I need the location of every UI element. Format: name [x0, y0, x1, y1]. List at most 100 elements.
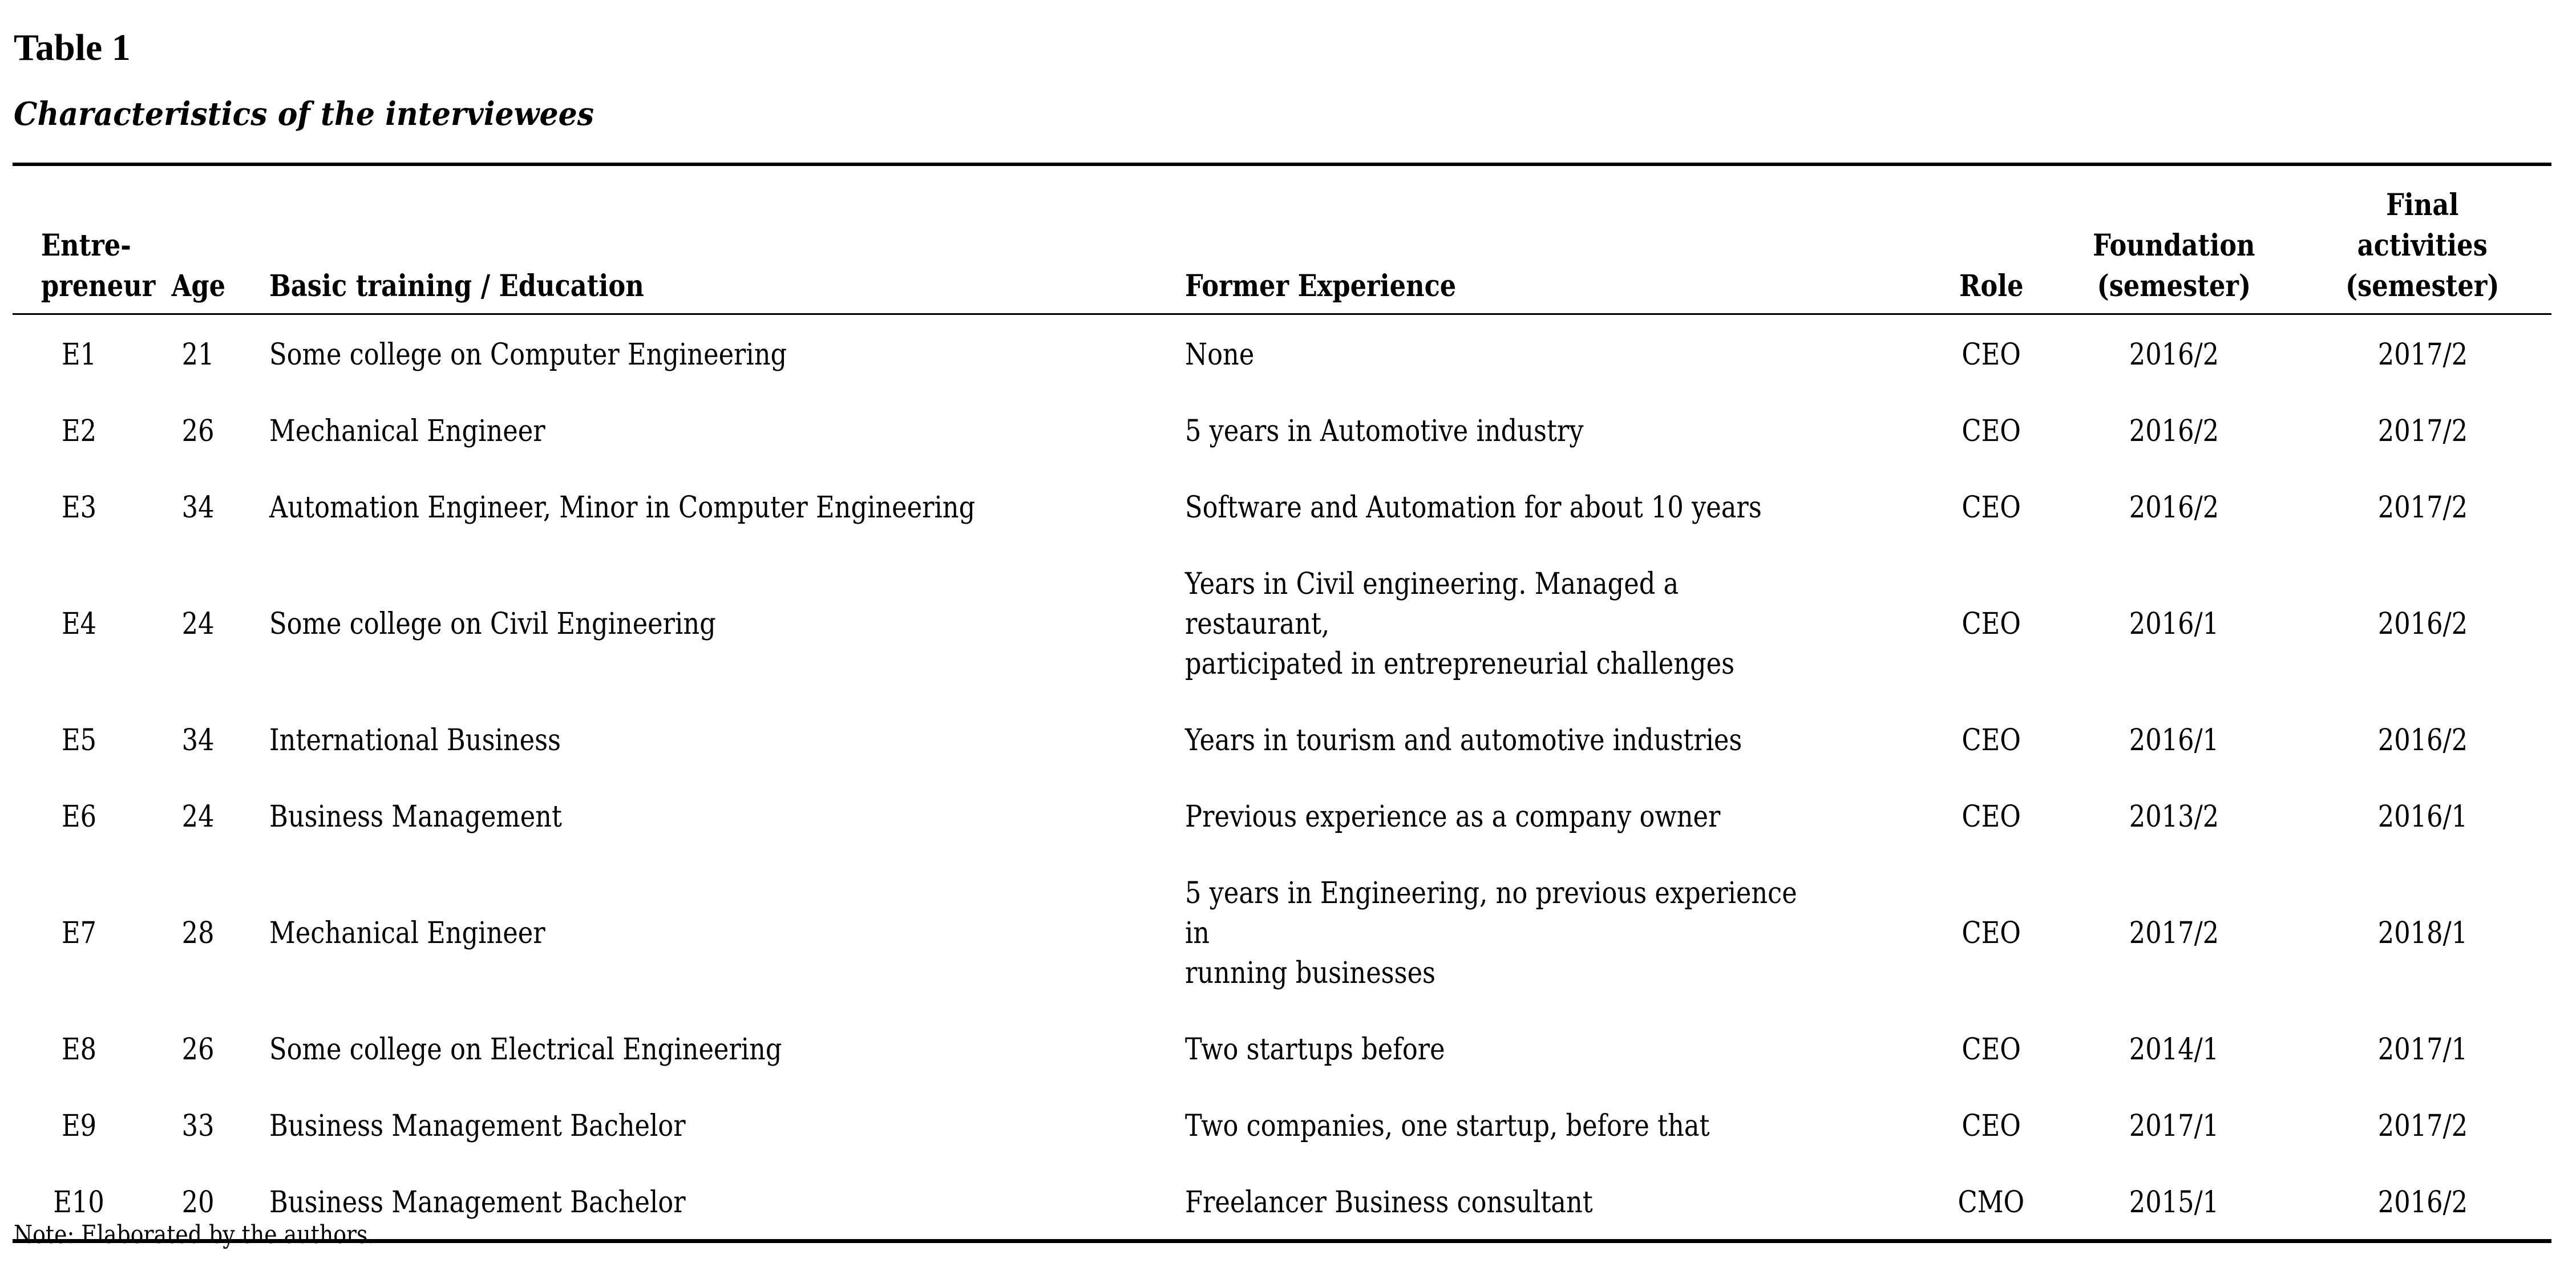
cell-role-text: CEO [1962, 490, 2021, 525]
cell-role-text: CEO [1962, 723, 2021, 758]
header-role: Role [1928, 164, 2054, 315]
cell-foundation: 2013/2 [2054, 777, 2294, 853]
cell-role: CEO [1928, 1010, 2054, 1086]
cell-age: 24 [145, 777, 251, 853]
cell-education: Business Management Bachelor [251, 1086, 1167, 1163]
interviewees-table-container: Entre- preneur Age Basic training / Educ… [13, 163, 2551, 1243]
cell-age: 26 [145, 391, 251, 468]
cell-final-activities: 2017/2 [2294, 314, 2551, 391]
cell-final-activities-text: 2017/2 [2377, 490, 2468, 525]
cell-final-activities-text: 2017/2 [2377, 337, 2468, 372]
cell-role-text: CEO [1962, 916, 2021, 950]
cell-former-experience: Freelancer Business consultant [1167, 1163, 1928, 1241]
cell-role: CEO [1928, 853, 2054, 1010]
cell-age: 26 [145, 1010, 251, 1086]
cell-entrepreneur: E6 [13, 777, 145, 853]
header-education-label: Basic training / Education [269, 268, 644, 303]
cell-role: CEO [1928, 391, 2054, 468]
cell-former-experience: Two companies, one startup, before that [1167, 1086, 1928, 1163]
cell-final-activities: 2016/2 [2294, 1163, 2551, 1241]
cell-role-text: CEO [1962, 606, 2021, 641]
cell-role: CEO [1928, 1086, 2054, 1163]
cell-education: Business Management Bachelor [251, 1163, 1167, 1241]
cell-age-text: 20 [182, 1185, 215, 1220]
cell-former-experience-text: Two companies, one startup, before that [1185, 1108, 1710, 1143]
cell-education: International Business [251, 701, 1167, 777]
table-row: E2 26 Mechanical Engineer 5 years in Automo… [13, 391, 2551, 468]
cell-entrepreneur-text: E8 [61, 1032, 97, 1067]
table-row: E6 24 Business Management Previous experien… [13, 777, 2551, 853]
cell-role-text: CEO [1962, 799, 2021, 834]
cell-entrepreneur: E7 [13, 853, 145, 1010]
cell-final-activities: 2017/2 [2294, 1086, 2551, 1163]
cell-former-experience-text: Previous experience as a company owner [1185, 799, 1721, 834]
cell-education-text: Automation Engineer, Minor in Computer E… [269, 490, 976, 525]
cell-former-experience: Two startups before [1167, 1010, 1928, 1086]
table-row: E9 33 Business Management Bachelor Two comp… [13, 1086, 2551, 1163]
table-row: E3 34 Automation Engineer, Minor in Comput… [13, 468, 2551, 544]
cell-education: Mechanical Engineer [251, 853, 1167, 1010]
cell-education: Some college on Electrical Engineering [251, 1010, 1167, 1086]
cell-foundation: 2016/2 [2054, 314, 2294, 391]
cell-education-text: Some college on Civil Engineering [269, 606, 716, 641]
cell-entrepreneur: E4 [13, 544, 145, 701]
cell-former-experience-text: 5 years in Automotive industry [1185, 414, 1584, 448]
cell-entrepreneur-text: E2 [61, 414, 97, 448]
cell-education-text: International Business [269, 723, 561, 758]
header-entrepreneur: Entre- preneur [13, 164, 155, 315]
cell-age: 33 [145, 1086, 251, 1163]
cell-education-text: Business Management Bachelor [269, 1108, 686, 1143]
cell-entrepreneur: E10 [13, 1163, 145, 1241]
cell-age-text: 28 [182, 916, 215, 950]
cell-former-experience: None [1167, 314, 1928, 391]
cell-foundation-text: 2013/2 [2129, 799, 2219, 834]
cell-entrepreneur-text: E6 [61, 799, 97, 834]
cell-final-activities-text: 2017/2 [2377, 1108, 2468, 1143]
cell-education-text: Some college on Computer Engineering [269, 337, 787, 372]
cell-education: Mechanical Engineer [251, 391, 1167, 468]
cell-foundation-text: 2017/2 [2129, 916, 2219, 950]
cell-role-text: CMO [1958, 1185, 2025, 1220]
cell-age-text: 24 [182, 799, 215, 834]
table-row: E4 24 Some college on Civil Engineering Yea… [13, 544, 2551, 701]
cell-foundation-text: 2017/1 [2129, 1108, 2219, 1143]
header-former-experience-label: Former Experience [1185, 268, 1457, 303]
cell-entrepreneur-text: E3 [61, 490, 97, 525]
header-former-experience: Former Experience [1167, 164, 1928, 315]
cell-role: CEO [1928, 314, 2054, 391]
header-entrepreneur-label: Entre- preneur [41, 228, 156, 303]
cell-foundation: 2016/2 [2054, 468, 2294, 544]
cell-education-text: Mechanical Engineer [269, 414, 545, 448]
cell-final-activities-text: 2017/2 [2377, 414, 2468, 448]
cell-age: 34 [145, 701, 251, 777]
cell-education-text: Some college on Electrical Engineering [269, 1032, 782, 1067]
header-final-activities: Final activities (semester) [2294, 164, 2551, 315]
table-row: E7 28 Mechanical Engineer 5 years in Engine… [13, 853, 2551, 1010]
cell-final-activities: 2017/1 [2294, 1010, 2551, 1086]
cell-age-text: 26 [182, 1032, 215, 1067]
cell-education-text: Business Management [269, 799, 562, 834]
cell-age-text: 34 [182, 723, 215, 758]
table-row: E10 20 Business Management Bachelor Freelan… [13, 1163, 2551, 1241]
cell-age: 34 [145, 468, 251, 544]
cell-entrepreneur: E3 [13, 468, 145, 544]
cell-entrepreneur-text: E10 [53, 1185, 105, 1220]
cell-education: Some college on Civil Engineering [251, 544, 1167, 701]
cell-foundation-text: 2015/1 [2129, 1185, 2219, 1220]
cell-entrepreneur: E8 [13, 1010, 145, 1086]
cell-foundation: 2016/2 [2054, 391, 2294, 468]
cell-final-activities: 2016/2 [2294, 544, 2551, 701]
cell-age: 28 [145, 853, 251, 1010]
cell-education-text: Business Management Bachelor [269, 1185, 686, 1220]
cell-entrepreneur: E2 [13, 391, 145, 468]
table-body: E1 21 Some college on Computer Engineering… [13, 314, 2551, 1241]
cell-foundation: 2017/2 [2054, 853, 2294, 1010]
cell-entrepreneur: E1 [13, 314, 145, 391]
cell-final-activities-text: 2016/2 [2377, 723, 2468, 758]
cell-role: CEO [1928, 777, 2054, 853]
cell-age: 20 [145, 1163, 251, 1241]
cell-role-text: CEO [1962, 1108, 2021, 1143]
cell-former-experience: 5 years in Engineering, no previous expe… [1167, 853, 1928, 1010]
cell-foundation: 2017/1 [2054, 1086, 2294, 1163]
cell-final-activities: 2016/2 [2294, 701, 2551, 777]
